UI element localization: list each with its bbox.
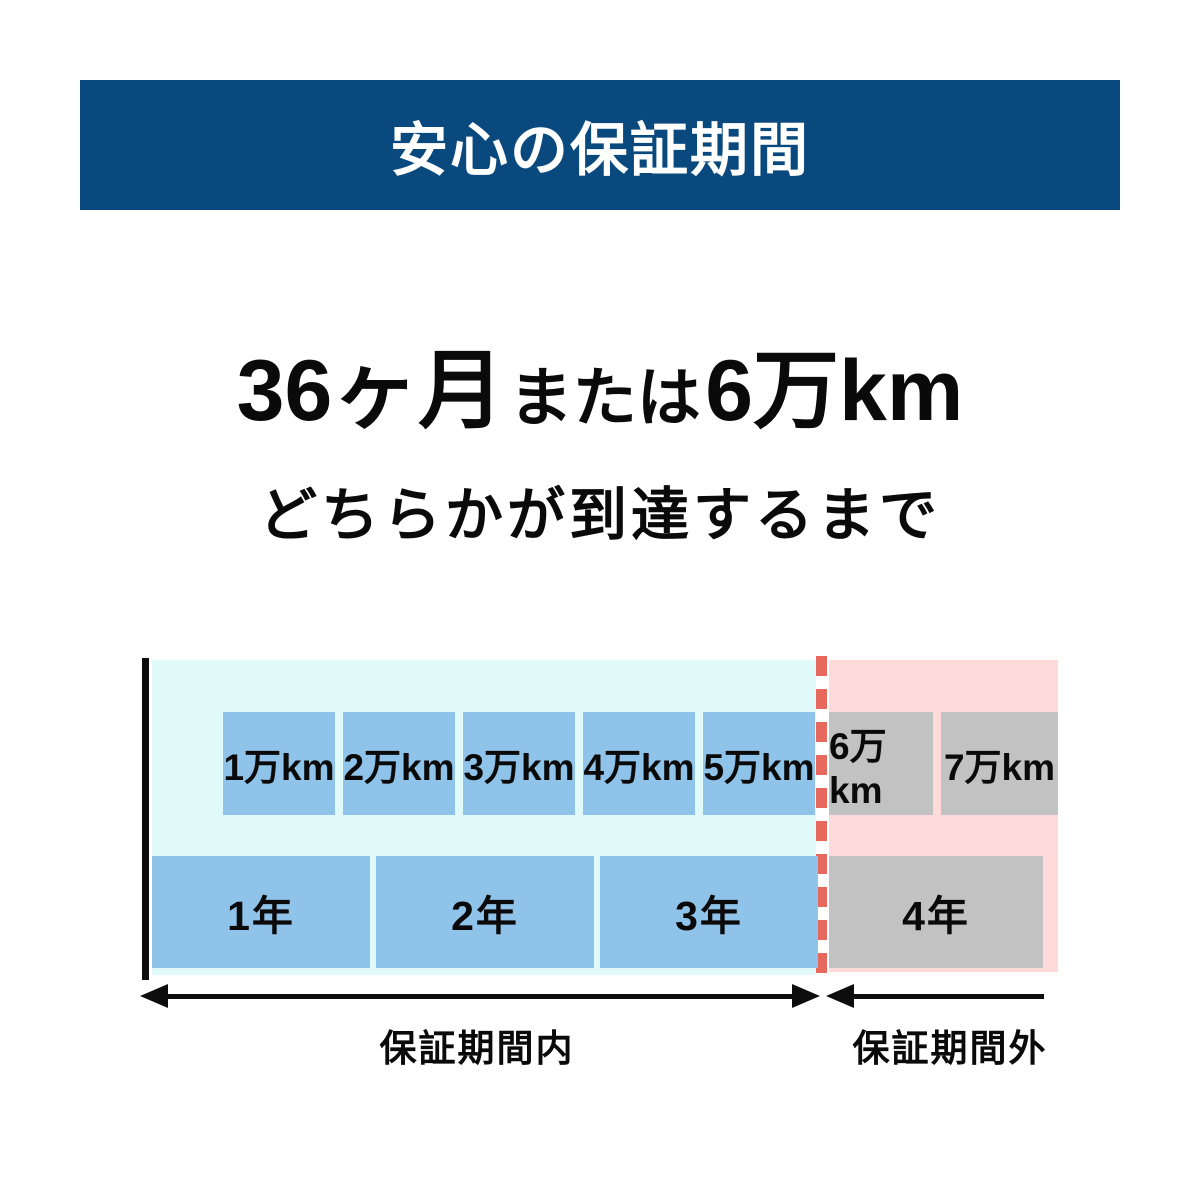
km-box-1: 1万km (223, 712, 335, 815)
timeline-axis-line (142, 658, 149, 980)
in-warranty-label: 保証期間内 (379, 1028, 575, 1069)
headline: 36ヶ月 または 6万km (0, 348, 1200, 434)
headline-km: 6万km (705, 343, 964, 439)
km-box-7: 7万km (941, 712, 1058, 815)
km-box-3: 3万km (463, 712, 575, 815)
warranty-limit-dashed-line (816, 656, 827, 980)
km-box-2: 2万km (343, 712, 455, 815)
km-box-5: 5万km (703, 712, 815, 815)
year-box-2: 2年 (376, 856, 594, 968)
headline-or: または (508, 362, 701, 434)
km-box-4: 4万km (583, 712, 695, 815)
out-warranty-label: 保証期間外 (852, 1028, 1048, 1069)
year-box-3: 3年 (600, 856, 818, 968)
out-warranty-range-arrow (826, 984, 1044, 1008)
year-box-1: 1年 (152, 856, 370, 968)
banner-title: 安心の保証期間 (389, 118, 810, 183)
in-warranty-range-arrow (140, 984, 820, 1008)
arrow-shaft (848, 994, 1044, 999)
warranty-banner: 安心の保証期間 (80, 80, 1120, 210)
arrow-right-head-icon (792, 984, 820, 1008)
km-box-6: 6万km (829, 712, 933, 815)
arrow-shaft (162, 994, 798, 999)
year-box-4: 4年 (829, 856, 1043, 968)
headline-subtitle: どちらかが到達するまで (258, 483, 941, 548)
headline-months: 36ヶ月 (236, 343, 505, 439)
